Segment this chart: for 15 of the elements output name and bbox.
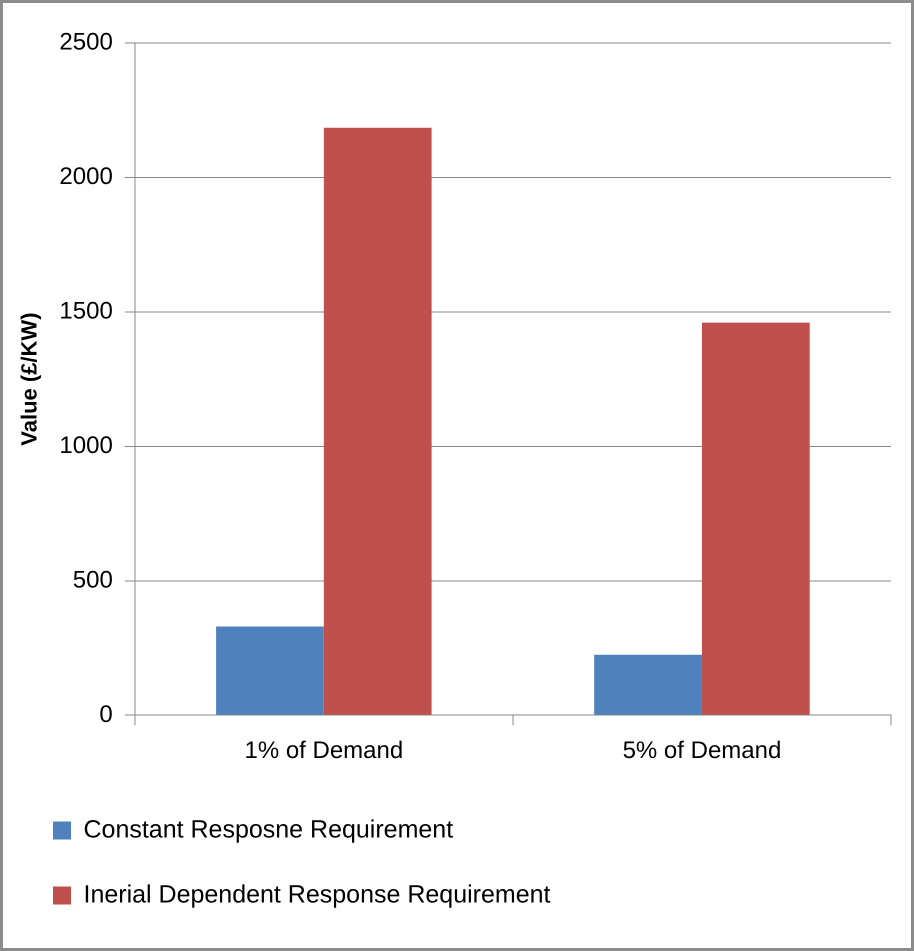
y-tick-label: 1500 xyxy=(59,298,113,325)
x-tick-label: 5% of Demand xyxy=(622,737,782,764)
y-axis-title: Value (£/KW) xyxy=(16,312,42,446)
bar xyxy=(216,626,324,715)
y-tick-label: 1000 xyxy=(59,432,113,459)
y-tick-label: 2500 xyxy=(59,28,113,56)
y-tick-label: 2000 xyxy=(59,163,113,190)
y-tick-label: 0 xyxy=(99,700,113,728)
y-tick-label: 500 xyxy=(72,566,113,594)
legend-label: Constant Resposne Requirement xyxy=(84,815,454,844)
bar xyxy=(702,322,810,715)
bar xyxy=(594,654,702,715)
bar xyxy=(324,128,432,715)
x-tick-label: 1% of Demand xyxy=(244,737,404,764)
legend-label: Inerial Dependent Response Requirement xyxy=(84,880,551,908)
